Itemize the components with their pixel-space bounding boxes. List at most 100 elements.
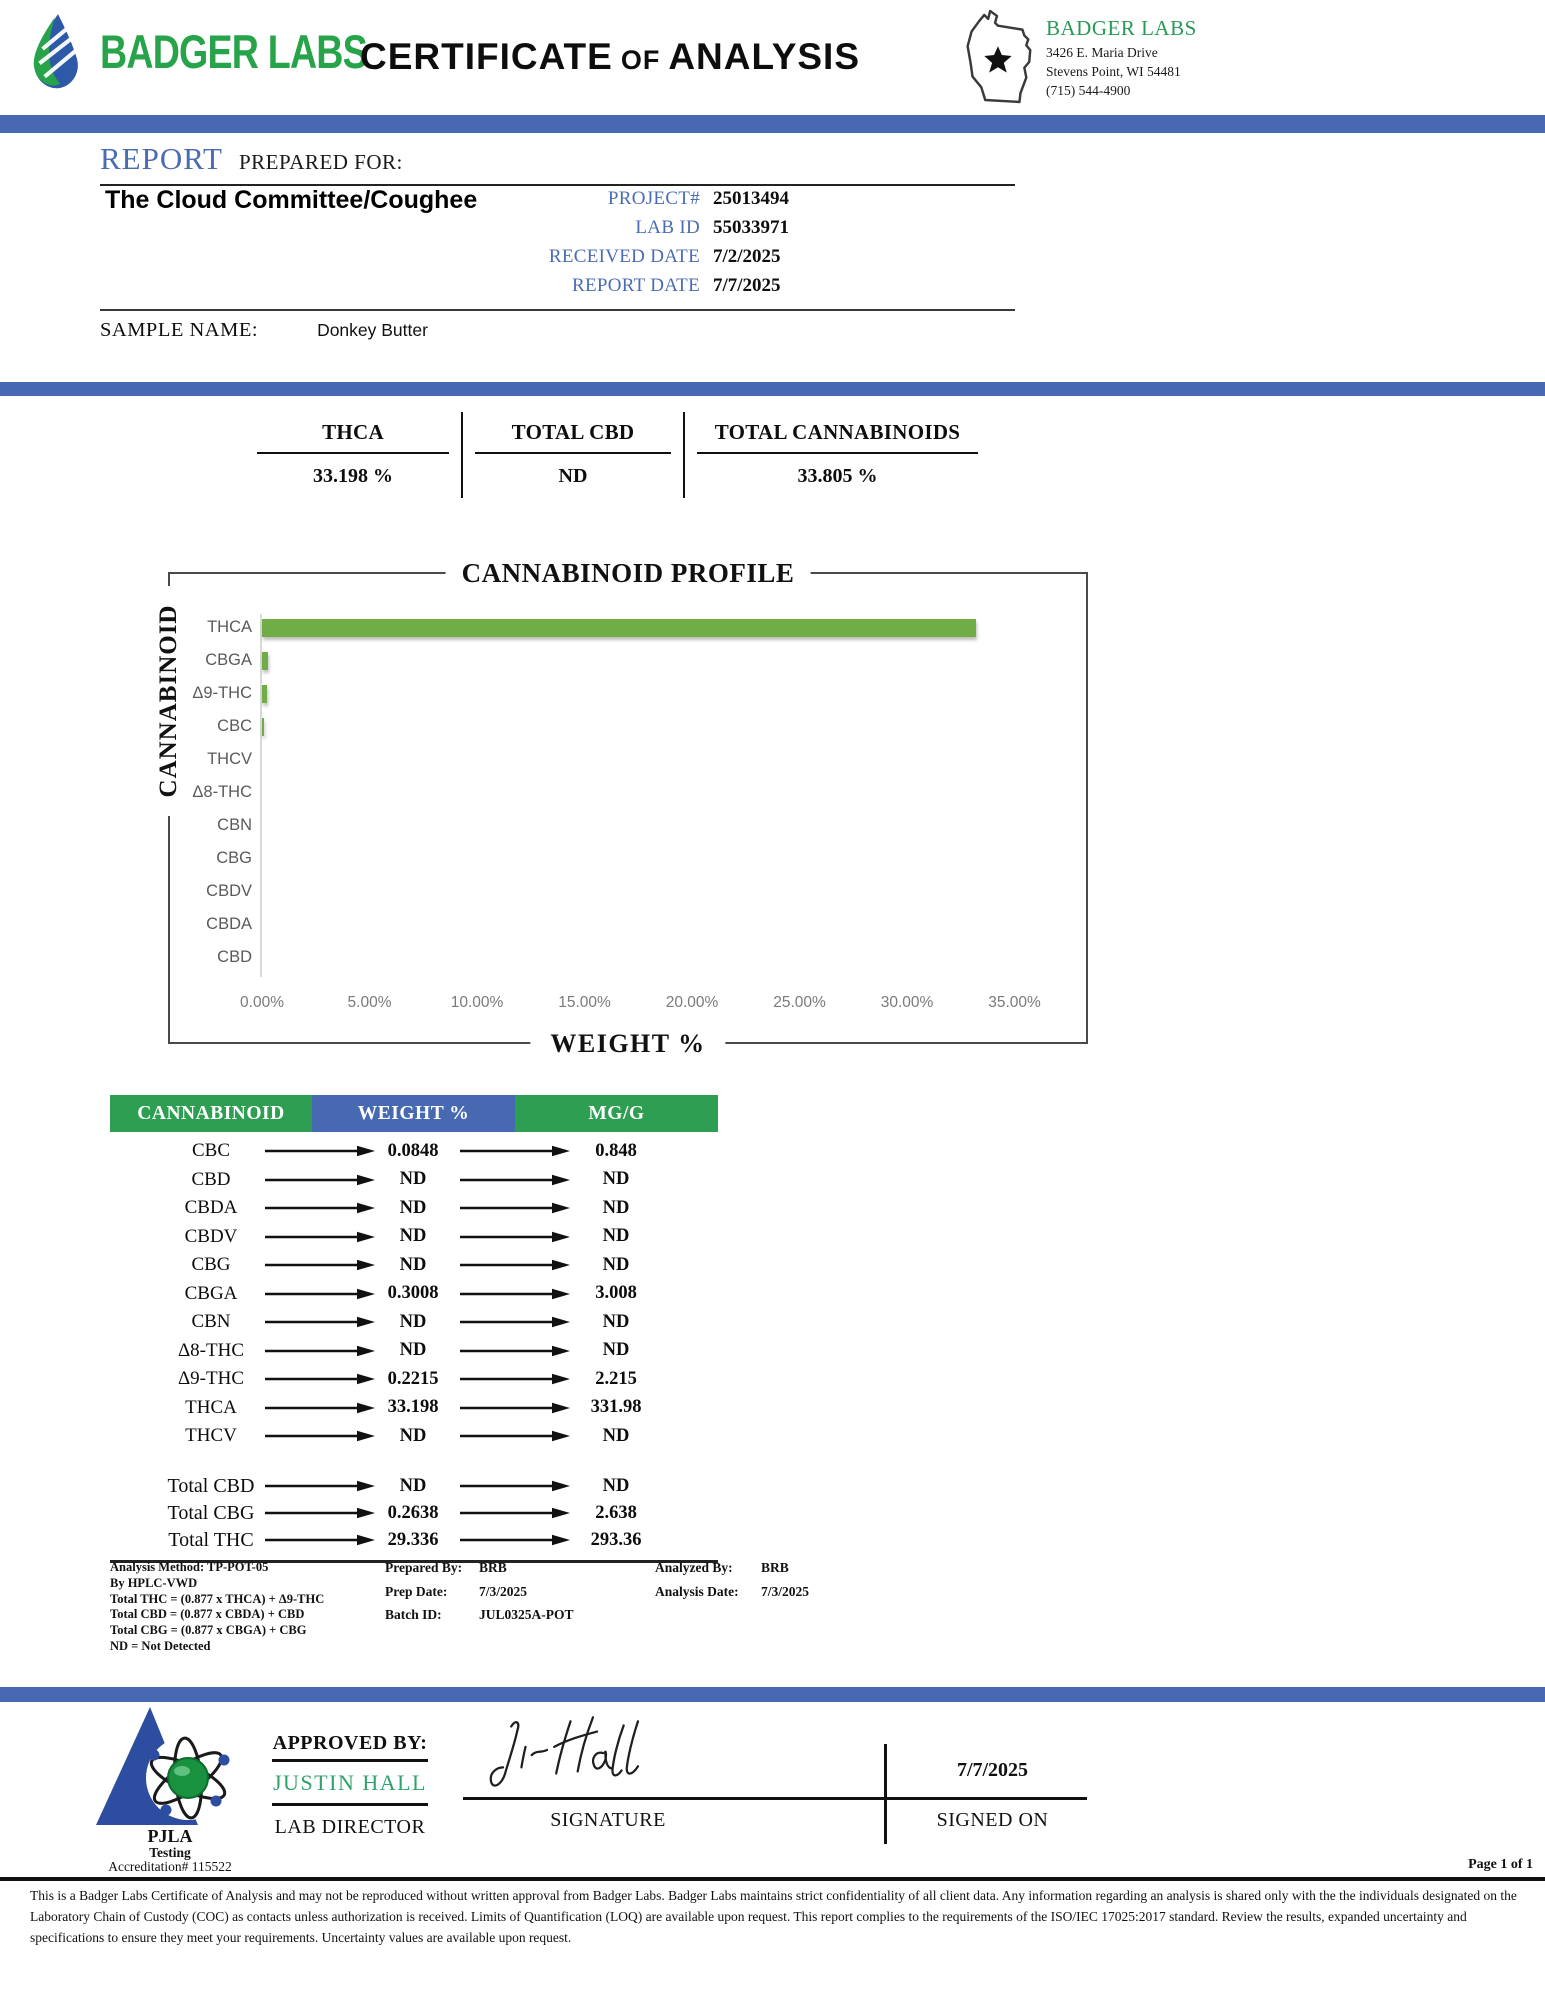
arrow-icon	[460, 1534, 570, 1546]
approved-by-label: APPROVED BY:	[272, 1732, 428, 1762]
sample-name-value: Donkey Butter	[317, 320, 428, 340]
arrow-icon	[265, 1203, 375, 1214]
mgg-value: 331.98	[590, 1397, 642, 1418]
weight-value: 0.2638	[387, 1502, 439, 1523]
mgg-value: 2.215	[595, 1368, 637, 1389]
arrow-icon	[460, 1260, 570, 1271]
sample-name-row: SAMPLE NAME: Donkey Butter	[100, 309, 1015, 342]
signed-on-date: 7/7/2025	[956, 1759, 1029, 1781]
weight-value: 29.336	[387, 1529, 439, 1550]
table-row: CBD ND ND	[110, 1166, 718, 1195]
prepared-for-label: PREPARED FOR:	[239, 150, 403, 174]
table-row: CBDA ND ND	[110, 1194, 718, 1223]
field-label: PROJECT#	[607, 188, 700, 209]
summary-table: THCA 33.198 % TOTAL CBD ND TOTAL CANNABINOID…	[245, 412, 990, 498]
weight-value: ND	[399, 1311, 427, 1332]
report-field: LAB ID 55033971	[500, 217, 860, 239]
chart-bar-row	[262, 941, 976, 974]
chart-bars	[262, 611, 976, 974]
chart-x-tick-label: 0.00%	[240, 994, 284, 1011]
summary-column: TOTAL CANNABINOIDS 33.805 %	[685, 412, 990, 498]
mgg-value: ND	[602, 1226, 630, 1247]
chart-x-tick-label: 20.00%	[665, 994, 719, 1011]
note-label: Analysis Date:	[655, 1583, 739, 1599]
cannabinoid-name: Total THC	[168, 1528, 254, 1551]
summary-value: ND	[558, 465, 588, 487]
arrow-cell	[265, 1344, 375, 1358]
mgg-value: 293.36	[590, 1529, 642, 1550]
cannabinoid-name: CBDA	[184, 1197, 238, 1219]
table-row: THCA 33.198 331.98	[110, 1394, 718, 1423]
table-totals: Total CBD ND ND Total CBG 0.2638 2.638 Total T…	[110, 1473, 718, 1554]
mgg-value: ND	[602, 1340, 630, 1361]
arrow-cell	[460, 1258, 570, 1272]
method-notes-middle: Prepared By: BRB Prep Date: 7/3/2025 Batch I…	[385, 1560, 655, 1655]
client-name: The Cloud Committee/Coughee	[105, 186, 478, 214]
arrow-icon	[460, 1231, 570, 1242]
chart-bar	[262, 651, 269, 670]
method-note-row: Prep Date: 7/3/2025	[385, 1584, 655, 1600]
mgg-value: 3.008	[595, 1283, 637, 1304]
mgg-value: ND	[602, 1169, 630, 1190]
chart-category-label: CBDA	[206, 915, 252, 933]
divider-bar-top	[0, 115, 1545, 133]
weight-value: 0.2215	[387, 1368, 439, 1389]
footer-rule	[0, 1877, 1545, 1881]
signature-label: SIGNATURE	[550, 1809, 666, 1831]
pjla-accreditation-number: Accreditation# 115522	[108, 1859, 232, 1874]
weight-value: ND	[399, 1197, 427, 1218]
arrow-cell	[265, 1144, 375, 1158]
chart-category-label: THCV	[207, 750, 252, 768]
arrow-icon	[265, 1146, 375, 1157]
title-word-2: OF	[620, 45, 661, 75]
arrow-icon	[265, 1174, 375, 1185]
arrow-icon	[460, 1345, 570, 1356]
chart-bar	[262, 618, 976, 637]
report-word: REPORT	[100, 141, 223, 176]
signature-icon	[489, 1716, 640, 1787]
weight-value: ND	[399, 1340, 427, 1361]
report-field: RECEIVED DATE 7/2/2025	[500, 246, 860, 268]
arrow-cell	[265, 1201, 375, 1215]
weight-value: ND	[399, 1425, 427, 1446]
chart-x-tick-label: 10.00%	[450, 994, 504, 1011]
lab-address-line1: 3426 E. Maria Drive	[1046, 45, 1158, 60]
title-word-1: CERTIFICATE	[359, 36, 613, 77]
arrow-icon	[265, 1431, 375, 1442]
mgg-value: ND	[602, 1425, 630, 1446]
arrow-cell	[265, 1401, 375, 1415]
cannabinoid-name: CBC	[191, 1140, 231, 1162]
table-header-cell: MG/G	[515, 1095, 718, 1132]
cannabinoid-name: Total CBG	[167, 1501, 255, 1524]
arrow-cell	[460, 1287, 570, 1301]
arrow-icon	[265, 1288, 375, 1299]
arrow-icon	[265, 1480, 375, 1492]
wisconsin-map-icon	[966, 9, 1032, 104]
chart-bar	[262, 717, 264, 736]
divider-bar-bottom	[0, 1687, 1545, 1702]
note-value: JUL0325A-POT	[479, 1607, 574, 1622]
arrow-icon	[460, 1402, 570, 1413]
arrow-icon	[265, 1374, 375, 1385]
note-label: Analyzed By:	[655, 1560, 733, 1575]
arrow-cell	[460, 1201, 570, 1215]
field-value: 55033971	[713, 217, 789, 238]
sample-name-label: SAMPLE NAME:	[100, 319, 259, 341]
pjla-org-name: PJLA	[147, 1826, 193, 1846]
arrow-cell	[460, 1479, 570, 1493]
field-label: RECEIVED DATE	[548, 246, 700, 267]
arrow-icon	[460, 1374, 570, 1385]
arrow-cell	[265, 1429, 375, 1443]
summary-column: TOTAL CBD ND	[463, 412, 685, 498]
weight-value: 0.3008	[387, 1283, 439, 1304]
chart-bar-row	[262, 875, 976, 908]
arrow-cell	[460, 1315, 570, 1329]
arrow-cell	[265, 1315, 375, 1329]
method-note-line: Analysis Method: TP-POT-05	[110, 1560, 269, 1574]
divider-bar-middle	[0, 382, 1545, 396]
arrow-cell	[265, 1258, 375, 1272]
table-header-row: CANNABINOID WEIGHT % MG/G	[110, 1095, 718, 1132]
cannabinoid-name: Δ8-THC	[177, 1339, 245, 1361]
method-note-line: Total CBD = (0.877 x CBDA) + CBD	[110, 1607, 305, 1622]
